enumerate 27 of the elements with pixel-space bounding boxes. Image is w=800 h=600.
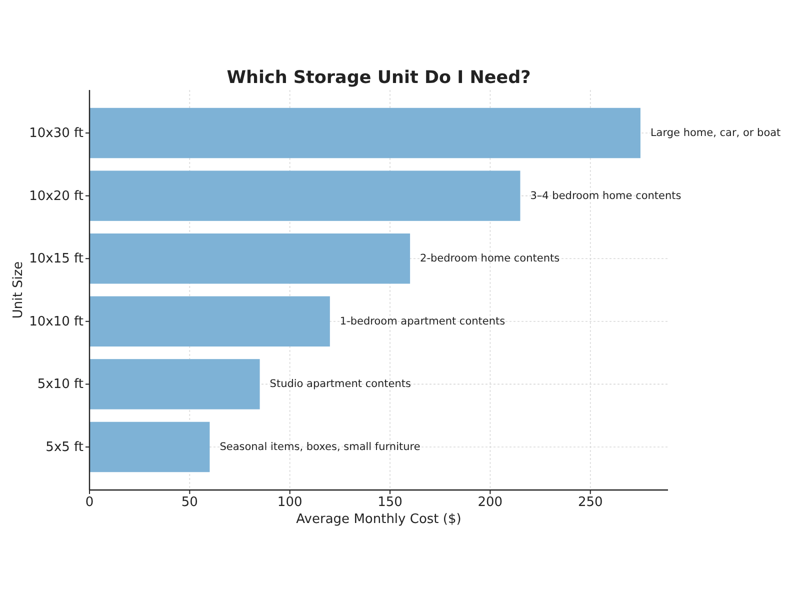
- x-axis-title: Average Monthly Cost ($): [296, 512, 462, 527]
- bar: [90, 108, 640, 158]
- chart-title: Which Storage Unit Do I Need?: [226, 68, 531, 88]
- x-tick-label: 200: [478, 495, 503, 510]
- annotation: 1-bedroom apartment contents: [340, 315, 506, 328]
- bar: [90, 359, 260, 410]
- annotation: Studio apartment contents: [270, 378, 412, 390]
- x-tick-label: 100: [277, 495, 302, 510]
- y-tick-label: 10x10 ft: [29, 314, 84, 329]
- x-tick-label: 50: [181, 495, 198, 510]
- bar: [90, 422, 210, 472]
- y-tick-label: 10x15 ft: [29, 251, 84, 266]
- y-tick-label: 5x10 ft: [37, 376, 84, 392]
- annotation: 2-bedroom home contents: [420, 252, 560, 265]
- annotation: Seasonal items, boxes, small furniture: [220, 440, 420, 453]
- bar: [90, 233, 410, 284]
- annotation: 3–4 bedroom home contents: [530, 190, 682, 202]
- bar: [90, 170, 520, 221]
- y-axis-title: Unit Size: [11, 261, 26, 319]
- y-tick-label: 5x5 ft: [46, 439, 84, 454]
- annotation: Large home, car, or boat: [650, 127, 781, 140]
- x-tick-label: 150: [378, 495, 402, 510]
- y-tick-label: 10x30 ft: [29, 126, 84, 141]
- x-tick-label: 0: [85, 495, 94, 510]
- y-tick-label: 10x20 ft: [29, 188, 84, 204]
- x-tick-label: 250: [578, 495, 603, 510]
- bar: [90, 296, 330, 347]
